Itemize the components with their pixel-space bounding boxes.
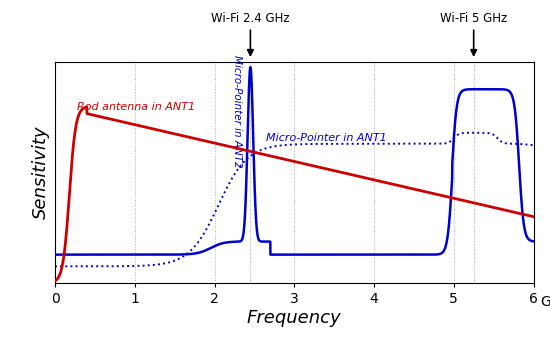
X-axis label: Frequency: Frequency — [247, 309, 342, 327]
Text: Micro-Pointer in ANT1: Micro-Pointer in ANT1 — [266, 133, 387, 143]
Text: Rod antenna in ANT1: Rod antenna in ANT1 — [78, 102, 195, 112]
Y-axis label: Sensitivity: Sensitivity — [31, 126, 50, 219]
Text: Wi-Fi 2.4 GHz: Wi-Fi 2.4 GHz — [211, 12, 290, 55]
Text: Micro-Pointer in ANT2: Micro-Pointer in ANT2 — [232, 55, 242, 168]
Text: Wi-Fi 5 GHz: Wi-Fi 5 GHz — [440, 12, 507, 55]
Text: GHz: GHz — [540, 295, 550, 309]
